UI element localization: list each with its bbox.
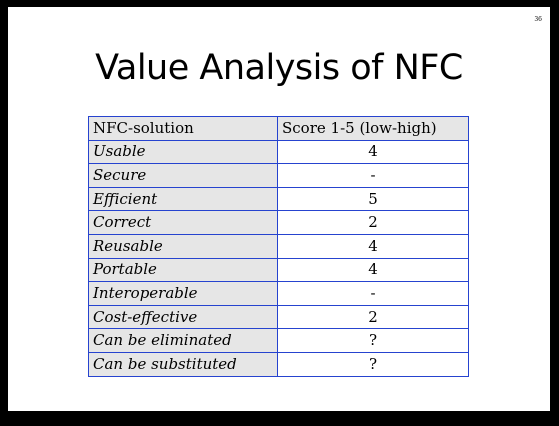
score-cell: 2 (277, 210, 469, 235)
table-row: Reusable 4 (88, 233, 469, 259)
score-cell: 4 (277, 257, 469, 283)
table-row: Usable 4 (88, 139, 469, 165)
table-header-row: NFC-solution Score 1-5 (low-high) (88, 116, 469, 141)
score-cell: ? (277, 328, 469, 353)
value-analysis-table: NFC-solution Score 1-5 (low-high) Usable… (88, 116, 469, 377)
table-row: Can be eliminated ? (88, 328, 469, 353)
criterion-cell: Cost-effective (88, 304, 278, 330)
page-number: 36 (534, 16, 542, 23)
criterion-cell: Usable (88, 139, 278, 165)
column-header-solution: NFC-solution (88, 116, 278, 141)
table-row: Portable 4 (88, 257, 469, 283)
criterion-cell: Portable (88, 257, 278, 283)
criterion-cell: Secure (88, 163, 278, 188)
score-cell: 5 (277, 186, 469, 212)
table-row: Cost-effective 2 (88, 304, 469, 330)
criterion-cell: Reusable (88, 233, 278, 259)
table-row: Correct 2 (88, 210, 469, 235)
score-cell: ? (277, 351, 469, 377)
table-row: Interoperable - (88, 281, 469, 306)
score-cell: 4 (277, 233, 469, 259)
criterion-cell: Can be substituted (88, 351, 278, 377)
criterion-cell: Interoperable (88, 281, 278, 306)
score-cell: 2 (277, 304, 469, 330)
table-row: Secure - (88, 163, 469, 188)
table-row: Can be substituted ? (88, 351, 469, 377)
criterion-cell: Can be eliminated (88, 328, 278, 353)
score-cell: - (277, 281, 469, 306)
criterion-cell: Correct (88, 210, 278, 235)
criterion-cell: Efficient (88, 186, 278, 212)
score-cell: - (277, 163, 469, 188)
slide-title: Value Analysis of NFC (95, 48, 463, 88)
slide: 36 Value Analysis of NFC NFC-solution Sc… (8, 7, 550, 411)
score-cell: 4 (277, 139, 469, 165)
column-header-score: Score 1-5 (low-high) (277, 116, 469, 141)
table-row: Efficient 5 (88, 186, 469, 212)
